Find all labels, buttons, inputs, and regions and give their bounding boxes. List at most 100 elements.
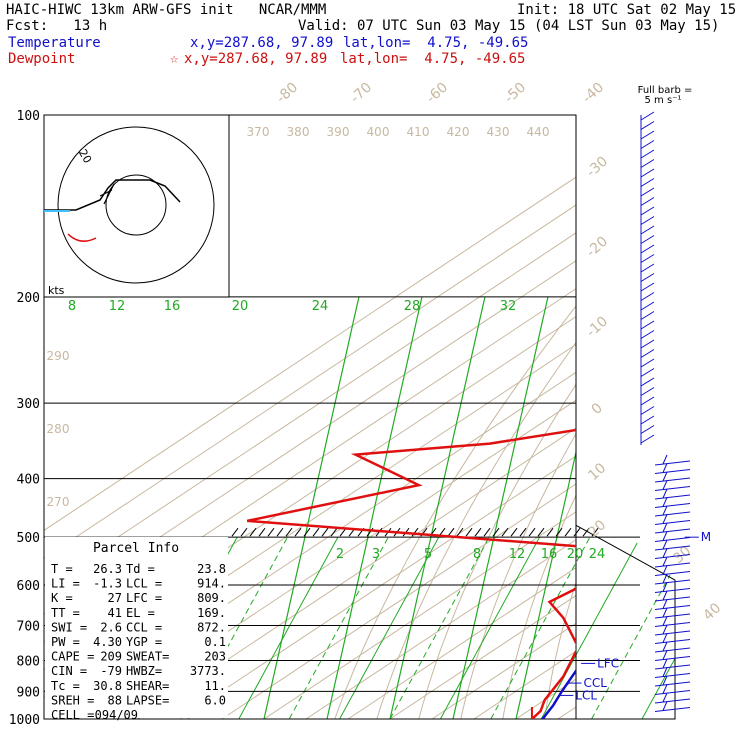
hatch-mark [456, 527, 464, 537]
dry-adiabat [418, 383, 576, 719]
wind-barb [640, 130, 655, 140]
wind-barb [640, 339, 655, 349]
hodograph-trace-detail [99, 183, 115, 205]
wind-barb [662, 633, 668, 643]
wind-barb [662, 463, 668, 473]
mixing-ratio-label: 28 [404, 299, 421, 314]
wind-barb-staff [654, 571, 691, 576]
pressure-tick-label: 500 [17, 531, 40, 546]
lower-mixing-line [591, 536, 675, 719]
wind-barb [640, 187, 655, 197]
wind-barb [640, 415, 655, 425]
lower-mixing-line [692, 537, 740, 719]
wind-barb-staff [654, 605, 691, 610]
isotherm-line [557, 706, 576, 719]
wind-barb [640, 140, 655, 149]
wind-barb [640, 254, 655, 263]
hatch-mark [555, 527, 563, 537]
wind-barb [662, 480, 668, 490]
wind-barb [662, 701, 668, 711]
init-time: Init: 18 UTC Sat 02 May 15 [517, 2, 737, 18]
mixing-ratio-label-lower: 12 [509, 547, 526, 562]
mixing-ratio-label: 32 [500, 299, 517, 314]
mixing-ratio-label-lower: 2 [336, 547, 344, 562]
wind-barb-staff [654, 494, 691, 500]
wind-barb [662, 505, 668, 516]
wind-barb-staff [654, 673, 691, 678]
isotherm-label: -70 [347, 79, 375, 106]
hatch-mark [249, 527, 257, 537]
wind-barb-staff [654, 477, 691, 483]
parcel-label: CELL = [51, 708, 94, 722]
hatch-mark [321, 527, 329, 537]
mixing-ratio-line [389, 296, 486, 719]
parcel-value: 203 [204, 650, 226, 664]
wind-barb [640, 206, 655, 216]
wind-barb [662, 641, 668, 652]
wind-barb [662, 497, 668, 507]
wind-barb [662, 582, 668, 592]
dry-adiabat [587, 115, 740, 719]
isotherm-line [44, 176, 576, 531]
dry-adiabat [629, 115, 740, 719]
wind-barb [662, 692, 668, 703]
wind-barb-staff [654, 656, 691, 661]
parcel-info-box: Parcel Info T = 26.3 Td = 23.8 LI = -1.3 LCL = 9… [45, 537, 228, 722]
wind-barb-staff [654, 690, 691, 695]
wind-barb [640, 168, 655, 178]
mixing-ratio-line [452, 296, 549, 719]
parcel-label: YGP = [126, 635, 162, 649]
wind-barb [662, 565, 668, 575]
hodograph-trace [44, 179, 181, 211]
hatch-mark [537, 527, 545, 537]
theta-label-top: 380 [287, 125, 310, 139]
isotherm-line [642, 115, 740, 719]
hatch-mark [474, 527, 482, 537]
wind-barb [640, 149, 655, 159]
parcel-value: 11. [204, 679, 226, 693]
wind-barb-staff [654, 469, 691, 474]
wind-barb-staff [654, 707, 691, 712]
wind-barb [640, 349, 655, 358]
wind-barb-staff [654, 698, 691, 704]
parcel-value: 914. [197, 577, 226, 591]
wind-barb-staff [654, 613, 691, 619]
isotherm-line [684, 115, 740, 719]
wind-barb [662, 514, 668, 524]
wind-barb-staff [654, 664, 691, 670]
hatch-mark [276, 527, 284, 537]
theta-label-top: 420 [447, 125, 470, 139]
mixing-ratio-label-lower: 3 [372, 547, 380, 562]
hatch-mark [546, 527, 554, 537]
temperature-line [541, 668, 576, 719]
hatch-mark [447, 527, 455, 537]
mixing-ratio-label: 8 [68, 299, 76, 314]
valid-time: Valid: 07 UTC Sun 03 May 15 (04 LST Sun … [298, 18, 720, 34]
dry-adiabat [544, 581, 576, 719]
dry-adiabat [334, 305, 576, 719]
wind-barb [662, 684, 668, 694]
theta-label-left: 290 [47, 349, 70, 363]
parcel-label: TT = [51, 606, 80, 620]
legend-temperature: Temperature [8, 35, 101, 51]
parcel-value: 169. [197, 606, 226, 620]
parcel-value: 30.8 [93, 679, 122, 693]
parcel-label: Td = [126, 562, 155, 576]
wind-barb-staff [654, 460, 691, 466]
isotherm-label: -50 [501, 79, 529, 106]
isotherm-line [347, 566, 576, 719]
wind-barb [640, 434, 655, 444]
theta-label-top: 440 [527, 125, 550, 139]
wind-barb [640, 292, 655, 301]
wind-barb [662, 650, 668, 660]
wind-barb [662, 616, 668, 626]
dry-adiabat [502, 494, 576, 719]
parcel-label: HWBZ= [126, 664, 162, 678]
wind-barb-staff [654, 486, 691, 491]
hatch-mark [312, 527, 320, 537]
dewpoint-line [246, 428, 576, 719]
wind-barb [662, 531, 668, 541]
theta-label-top: 410 [407, 125, 430, 139]
barb-key-units: 5 m s⁻¹ [645, 95, 682, 106]
wind-barb [640, 263, 655, 273]
